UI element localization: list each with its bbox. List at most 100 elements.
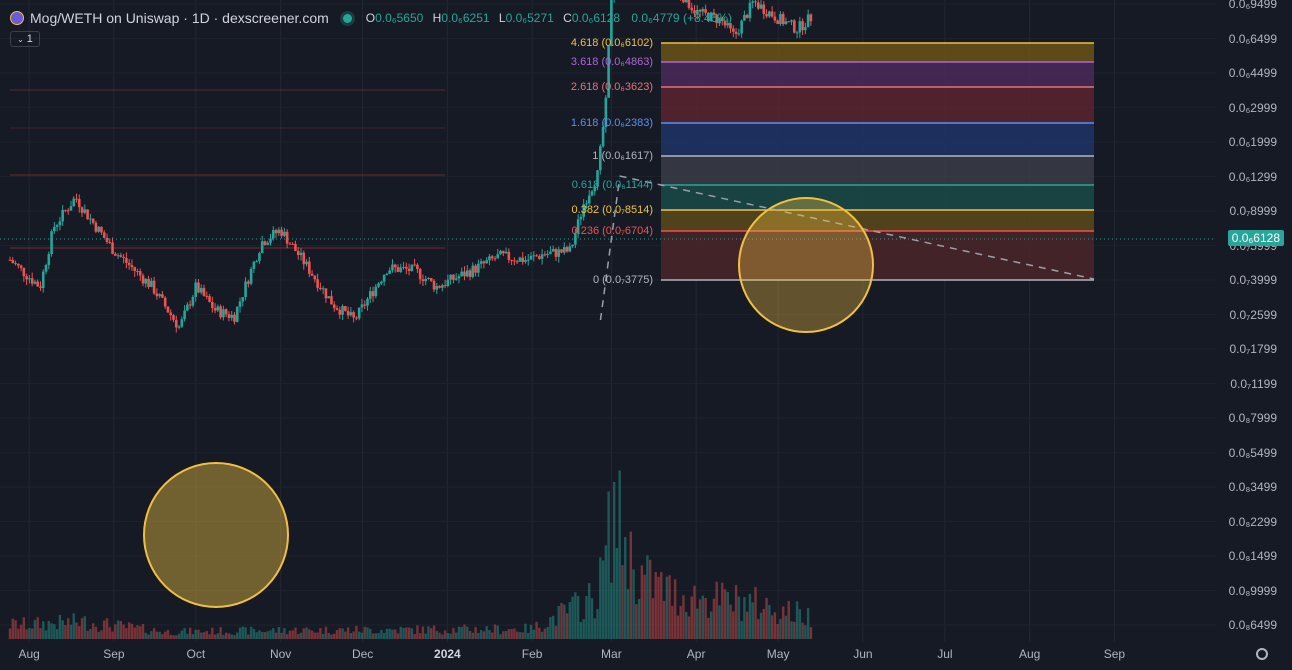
candle-body xyxy=(44,265,48,272)
volume-bar xyxy=(790,621,793,639)
candle-body xyxy=(468,270,472,277)
volume-bar xyxy=(685,611,688,639)
candle-body xyxy=(69,206,73,211)
candle-body xyxy=(22,267,26,277)
volume-bar xyxy=(169,634,172,639)
candle-body xyxy=(205,295,209,297)
volume-bar xyxy=(507,629,511,639)
volume-bar xyxy=(457,626,461,639)
candle-body xyxy=(39,286,42,289)
volume-bar xyxy=(127,622,131,639)
volume-bar xyxy=(357,631,361,639)
candle-body xyxy=(222,309,225,318)
candle-body xyxy=(540,254,544,259)
candle-body xyxy=(53,226,56,232)
candle-body xyxy=(360,304,364,308)
candle-body xyxy=(327,296,331,299)
volume-bar xyxy=(560,602,563,639)
volume-bar xyxy=(108,627,111,639)
volume-bar xyxy=(399,626,402,639)
volume-bar xyxy=(765,597,768,639)
volume-bar xyxy=(89,628,92,639)
candle-body xyxy=(158,294,161,297)
candle-body xyxy=(427,278,430,280)
volume-bar xyxy=(388,628,391,639)
candle-body xyxy=(723,20,727,26)
candle-body xyxy=(319,287,322,289)
volume-bar xyxy=(247,634,250,639)
volume-bar xyxy=(33,619,37,639)
candle-body xyxy=(91,218,95,223)
volume-bar xyxy=(801,622,804,639)
volume-bar xyxy=(482,631,486,639)
candle-body xyxy=(565,247,569,252)
volume-bar xyxy=(346,627,350,639)
volume-bar xyxy=(612,482,616,639)
volume-bar xyxy=(380,629,383,639)
candle-body xyxy=(17,263,20,266)
fib-zone xyxy=(661,43,1094,62)
candle-body xyxy=(316,279,319,288)
volume-bar xyxy=(175,635,178,639)
candle-body xyxy=(227,314,231,318)
candle-body xyxy=(482,261,486,264)
candle-body xyxy=(726,23,730,26)
candle-body xyxy=(332,304,336,309)
candle-body xyxy=(787,21,791,23)
collapse-toggle[interactable]: ⌄ 1 xyxy=(10,31,40,47)
candle-body xyxy=(407,268,411,272)
volume-bar xyxy=(466,626,469,639)
volume-bar xyxy=(696,608,699,639)
candle-body xyxy=(698,9,702,12)
volume-bar xyxy=(538,627,541,639)
candle-body xyxy=(230,314,234,318)
volume-bar xyxy=(452,627,455,639)
price-tick-label: 0.0₈1499 xyxy=(1228,549,1277,563)
candle-body xyxy=(770,11,774,17)
candle-body xyxy=(233,314,236,322)
trend-line-down xyxy=(619,175,1095,280)
volume-bar xyxy=(596,609,599,639)
volume-bar xyxy=(122,624,125,639)
candle-body xyxy=(244,281,247,298)
fib-zone xyxy=(661,123,1094,156)
volume-bar xyxy=(194,629,197,639)
candle-body xyxy=(80,207,84,213)
volume-bar xyxy=(454,632,458,639)
candle-body xyxy=(424,278,428,282)
candle-body xyxy=(748,2,752,18)
candle-body xyxy=(47,254,51,266)
candle-body xyxy=(768,11,771,17)
volume-bar xyxy=(568,602,572,639)
candle-body xyxy=(302,252,306,265)
volume-bar xyxy=(161,634,164,639)
candle-body xyxy=(371,291,375,297)
candle-body xyxy=(366,298,369,306)
volume-bar xyxy=(618,470,621,639)
candle-body xyxy=(72,198,76,207)
candle-body xyxy=(737,33,741,35)
volume-bar xyxy=(770,615,774,639)
volume-bar xyxy=(385,628,389,639)
price-chart[interactable] xyxy=(0,0,1216,642)
volume-bar xyxy=(213,634,217,639)
volume-bar xyxy=(471,632,475,639)
candle-body xyxy=(247,281,250,284)
settings-icon[interactable] xyxy=(1256,648,1268,660)
candle-body xyxy=(77,199,81,208)
volume-bar xyxy=(441,634,444,639)
price-axis[interactable]: 0.0₆9499 0.0₆6499 0.0₆4499 0.0₆2999 0.0₆1999… xyxy=(1216,0,1292,642)
volume-bar xyxy=(540,631,544,639)
time-axis[interactable]: Aug Sep Oct Nov Dec 2024 Feb Mar Apr May Jun Jul Aug… xyxy=(0,642,1292,670)
volume-bar xyxy=(784,615,788,639)
candle-body xyxy=(432,280,436,290)
volume-bar xyxy=(377,633,380,639)
volume-bar xyxy=(576,596,580,639)
volume-bar xyxy=(563,604,566,639)
time-tick-label: May xyxy=(766,647,790,661)
candle-body xyxy=(28,278,31,280)
candle-body xyxy=(693,10,696,14)
candle-body xyxy=(114,253,117,256)
volume-bar xyxy=(795,601,799,639)
chart-header: Mog/WETH on Uniswap · 1D · dexscreener.c… xyxy=(10,9,732,27)
